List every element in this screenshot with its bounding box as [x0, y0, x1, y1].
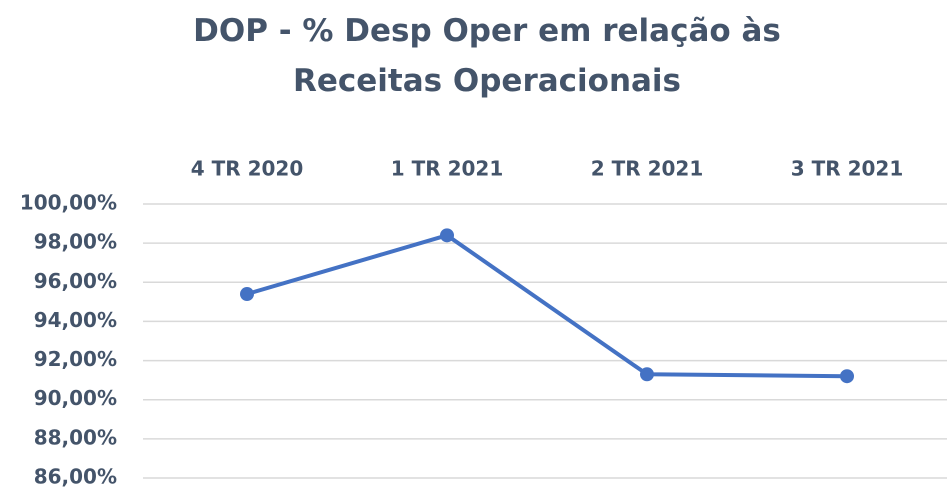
y-tick-label: 94,00%: [34, 308, 117, 332]
data-point: [640, 367, 654, 382]
chart-title: DOP - % Desp Oper em relação às Receitas…: [193, 13, 781, 99]
y-tick-label: 98,00%: [34, 230, 117, 254]
x-tick-label: 4 TR 2020: [191, 157, 304, 181]
data-point: [440, 228, 454, 243]
y-tick-label: 100,00%: [20, 191, 117, 215]
y-tick-label: 96,00%: [34, 269, 117, 293]
data-point: [240, 287, 254, 302]
y-tick-label: 90,00%: [34, 386, 117, 410]
x-tick-label: 2 TR 2021: [591, 157, 704, 181]
y-tick-label: 88,00%: [34, 425, 117, 449]
series-line: [246, 233, 848, 379]
y-tick-label: 92,00%: [34, 347, 117, 371]
y-tick-label: 86,00%: [34, 465, 117, 489]
x-tick-label: 1 TR 2021: [391, 157, 504, 181]
x-tick-label: 3 TR 2021: [791, 157, 904, 181]
data-point: [840, 369, 854, 384]
